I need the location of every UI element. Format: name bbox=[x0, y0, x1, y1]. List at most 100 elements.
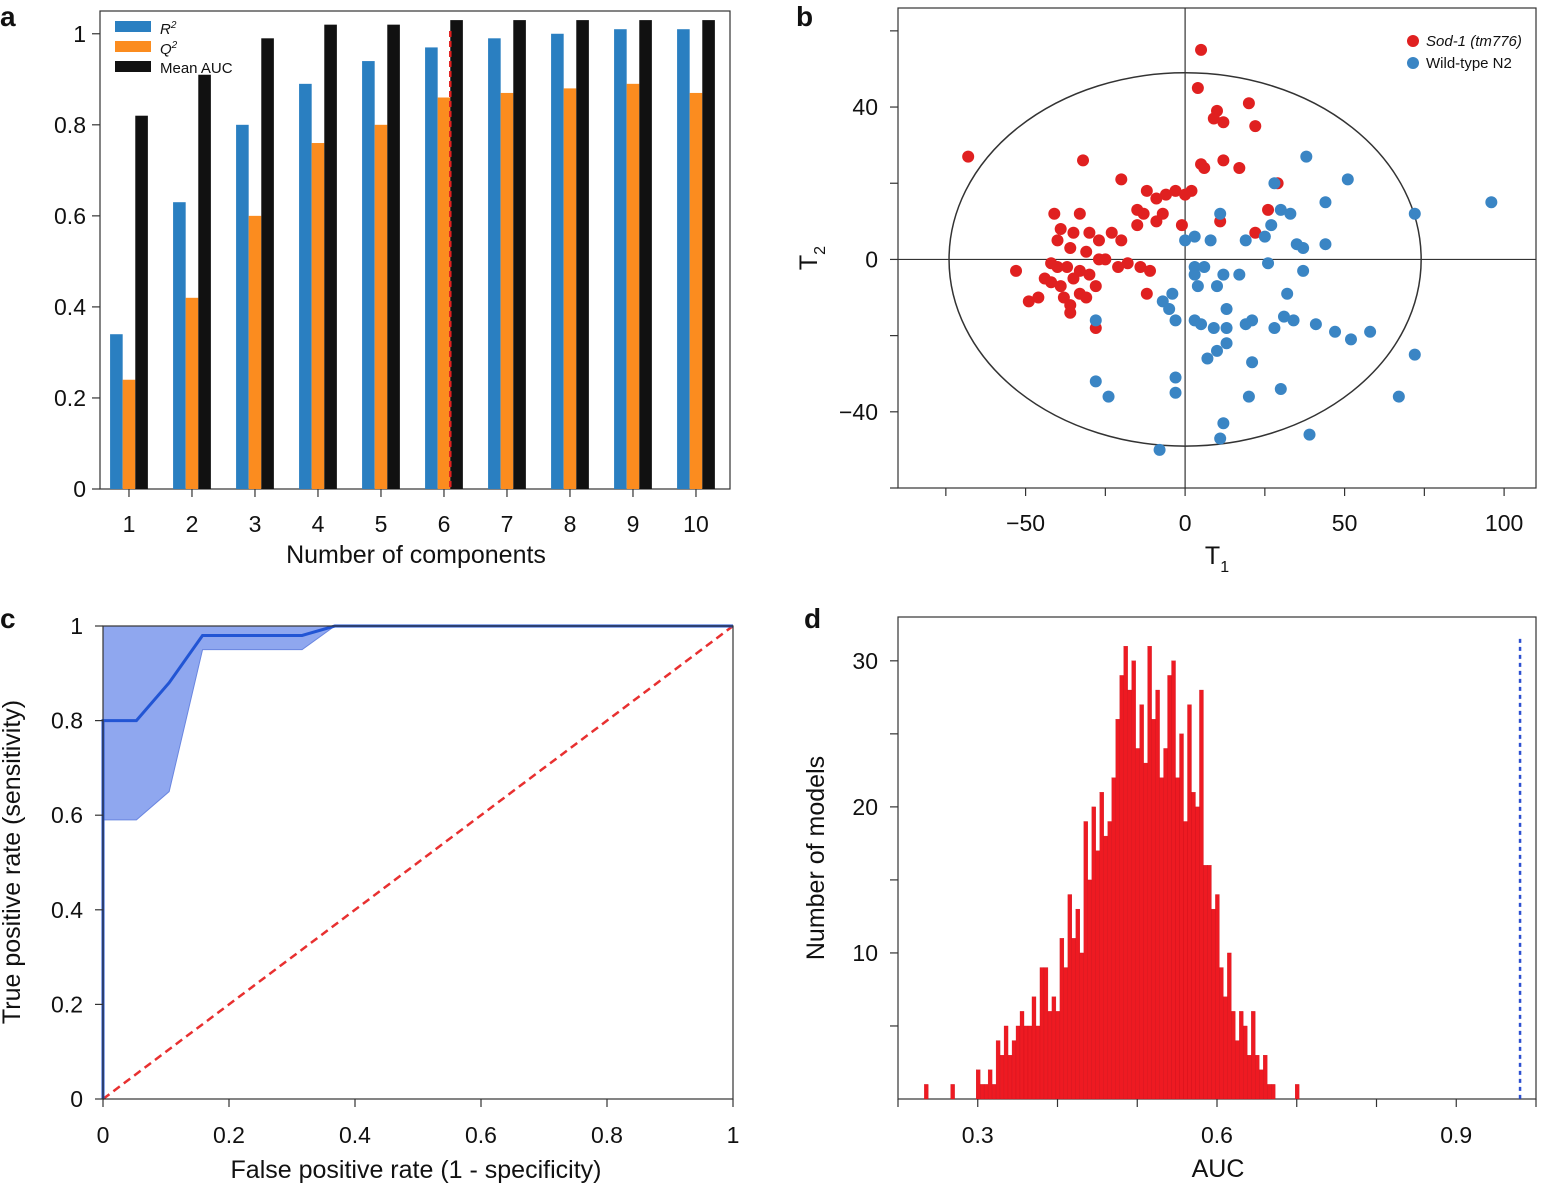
sod1-point bbox=[1217, 116, 1230, 129]
panel-b-ylabel-sub: 2 bbox=[812, 246, 829, 255]
sod1-point bbox=[1083, 226, 1096, 239]
wildtype-point bbox=[1089, 375, 1102, 388]
sod1-point bbox=[1137, 207, 1150, 220]
bar-q2-1 bbox=[122, 379, 136, 489]
legend-marker-wildtype bbox=[1407, 57, 1419, 69]
wildtype-point bbox=[1179, 234, 1192, 247]
panel-a-ytick-label: 0 bbox=[73, 476, 86, 502]
sod1-point bbox=[1150, 192, 1163, 205]
panel-d-ylabel: Number of models bbox=[802, 756, 830, 960]
histogram-bar bbox=[1159, 777, 1164, 1100]
histogram-bar bbox=[1295, 1084, 1300, 1100]
histogram-bar bbox=[1235, 1040, 1240, 1100]
wildtype-point bbox=[1341, 173, 1354, 186]
histogram-bar bbox=[1231, 1011, 1236, 1100]
svg-text:T2: T2 bbox=[795, 246, 829, 270]
panel-a-xtick-label: 8 bbox=[564, 511, 577, 537]
bar-mean-auc-10 bbox=[702, 20, 715, 489]
wildtype-point bbox=[1220, 337, 1233, 350]
histogram-bar bbox=[979, 1084, 985, 1100]
histogram-bar bbox=[1063, 967, 1069, 1100]
wildtype-point bbox=[1277, 310, 1290, 323]
panel-b-ytick-label: 0 bbox=[865, 246, 878, 272]
panel-a-plot-frame bbox=[99, 10, 731, 490]
histogram-bar bbox=[1143, 762, 1148, 1100]
wildtype-point bbox=[1319, 238, 1332, 251]
panel-a-ytick-label: 0.6 bbox=[54, 203, 86, 229]
histogram-bar bbox=[1183, 821, 1188, 1100]
wildtype-point bbox=[1344, 333, 1357, 346]
panel-a-xtick-label: 4 bbox=[312, 511, 325, 537]
histogram-bar bbox=[1015, 1025, 1021, 1100]
wildtype-point bbox=[1211, 344, 1223, 357]
legend-swatch-auc bbox=[115, 61, 151, 72]
panel-b-legend: Sod-1 (tm776) Wild-type N2 bbox=[1407, 33, 1522, 72]
panel-a-xtick-label: 10 bbox=[683, 511, 709, 537]
histogram-bar bbox=[1075, 908, 1080, 1100]
bar-r2-10 bbox=[677, 29, 690, 489]
histogram-bar bbox=[1203, 865, 1208, 1100]
wildtype-point bbox=[1211, 280, 1223, 293]
sod1-point bbox=[1249, 120, 1262, 133]
wildtype-point bbox=[1153, 443, 1166, 456]
wildtype-point bbox=[1233, 268, 1246, 281]
histogram-bar bbox=[1199, 689, 1204, 1100]
histogram-bar bbox=[1259, 1069, 1264, 1100]
panel-c-xtick-label: 1 bbox=[727, 1122, 740, 1148]
histogram-bar bbox=[1215, 894, 1220, 1100]
sod1-point bbox=[1073, 207, 1086, 220]
histogram-bar bbox=[1039, 967, 1045, 1100]
histogram-bar bbox=[924, 1084, 929, 1100]
panel-c-xtick-label: 0.4 bbox=[339, 1122, 371, 1148]
sod1-point bbox=[1022, 295, 1035, 308]
wildtype-point bbox=[1239, 234, 1252, 247]
histogram-bar bbox=[991, 1084, 997, 1100]
random-classifier-line bbox=[102, 625, 734, 1100]
sod1-point bbox=[1045, 276, 1058, 289]
wildtype-point bbox=[1265, 219, 1278, 232]
histogram-bar bbox=[1083, 821, 1088, 1100]
sod1-point bbox=[1054, 280, 1067, 293]
panel-d-xlabel: AUC bbox=[1192, 1155, 1245, 1183]
svg-text:R2: R2 bbox=[160, 20, 177, 38]
histogram-bar bbox=[1251, 1011, 1256, 1100]
histogram-bar bbox=[1263, 1055, 1268, 1100]
sod1-point bbox=[1061, 261, 1074, 274]
panel-c-xtick-label: 0.8 bbox=[591, 1122, 623, 1148]
wildtype-point bbox=[1485, 196, 1498, 209]
sod1-point bbox=[1169, 184, 1182, 197]
histogram-bar bbox=[1271, 1084, 1276, 1100]
bar-r2-8 bbox=[551, 33, 564, 490]
histogram-bar bbox=[1187, 704, 1192, 1100]
panel-d-ytick-label: 10 bbox=[852, 940, 878, 966]
histogram-bar bbox=[1147, 646, 1152, 1100]
histogram-bar bbox=[1027, 1025, 1033, 1100]
histogram-bar bbox=[1035, 1025, 1041, 1100]
sod1-point bbox=[1083, 268, 1096, 281]
panel-a-xtick-label: 7 bbox=[501, 511, 514, 537]
wildtype-point bbox=[1217, 417, 1230, 430]
histogram-bar bbox=[1055, 1011, 1061, 1100]
wildtype-point bbox=[1169, 314, 1182, 327]
panel-d-xtick-label: 0.3 bbox=[962, 1122, 994, 1148]
panel-c-ytick-label: 0.2 bbox=[51, 991, 83, 1017]
legend-swatch-r2 bbox=[115, 21, 151, 32]
bar-mean-auc-8 bbox=[576, 20, 589, 489]
wildtype-point bbox=[1163, 302, 1176, 315]
sod1-point bbox=[1115, 234, 1128, 247]
wildtype-point bbox=[1207, 322, 1220, 334]
panel-a-bar-chart: 00.20.40.60.811 2 3 4 5 6 7 8 9 10 R2 Q2 Mean AUC… bbox=[54, 10, 731, 569]
panel-c-plot-frame bbox=[102, 625, 734, 1100]
wildtype-point bbox=[1268, 322, 1281, 334]
bar-r2-9 bbox=[614, 29, 627, 489]
wildtype-point bbox=[1169, 386, 1182, 399]
wildtype-point bbox=[1329, 325, 1342, 338]
histogram-bar bbox=[1211, 908, 1216, 1100]
wildtype-point bbox=[1220, 302, 1233, 315]
histogram-bar bbox=[1011, 1040, 1017, 1100]
wildtype-point bbox=[1214, 207, 1227, 220]
bar-r2-4 bbox=[299, 83, 312, 489]
panel-a-xtick-label: 5 bbox=[375, 511, 388, 537]
bar-q2-4 bbox=[311, 143, 325, 489]
panel-a-ytick-label: 1 bbox=[73, 21, 86, 47]
